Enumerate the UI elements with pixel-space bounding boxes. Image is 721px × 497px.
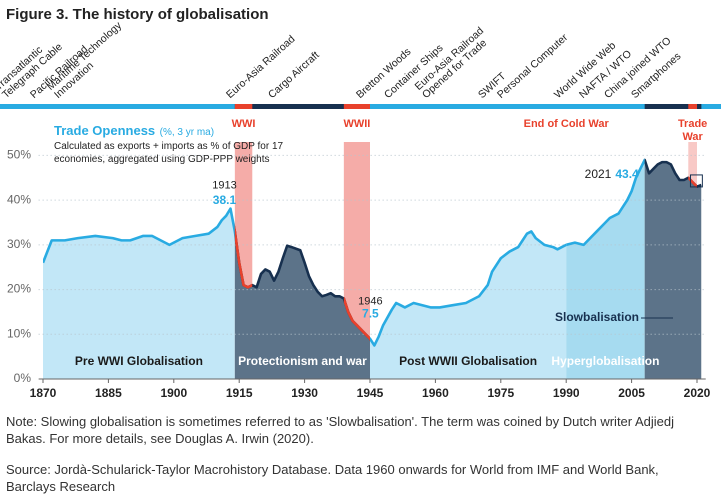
point-value: 7.5	[362, 307, 379, 321]
legend: Trade Openness (%, 3 yr ma)	[54, 122, 214, 140]
x-tick-label: 1870	[30, 386, 57, 400]
x-tick-label: 1915	[226, 386, 253, 400]
x-tick-label: 1990	[553, 386, 580, 400]
highlight-box	[689, 174, 703, 188]
x-tick-label: 2020	[684, 386, 711, 400]
war-label: Trade War	[677, 118, 708, 143]
event-label: End of Cold War	[523, 118, 609, 130]
era-label: Pre WWI Globalisation	[75, 354, 203, 368]
timeline-era	[234, 104, 370, 109]
y-tick-label: 50%	[7, 148, 31, 162]
chart-title: Figure 3. The history of globalisation	[6, 6, 269, 23]
era-area	[43, 208, 235, 379]
y-tick-label: 20%	[7, 282, 31, 296]
x-tick-label: 1960	[422, 386, 449, 400]
timeline-era	[644, 104, 702, 109]
era-label: Protectionism and war	[238, 354, 367, 368]
point-year: 1946	[358, 295, 382, 307]
y-tick-label: 30%	[7, 237, 31, 251]
era-label: Hyperglobalisation	[551, 354, 659, 368]
x-tick-label: 2005	[618, 386, 645, 400]
timeline-war	[343, 104, 370, 109]
x-tick-label: 1975	[487, 386, 514, 400]
series-line	[370, 230, 567, 347]
series-line	[43, 207, 235, 264]
x-tick-label: 1930	[291, 386, 318, 400]
x-tick-label: 1885	[95, 386, 122, 400]
point-year: 2021	[585, 167, 612, 181]
era-area	[234, 231, 370, 379]
timeline-war	[234, 104, 253, 109]
war-label: WWII	[343, 118, 371, 130]
era-area	[370, 231, 567, 379]
x-tick-label: 1945	[357, 386, 384, 400]
era-label: Post WWII Globalisation	[399, 354, 537, 368]
era-area	[644, 159, 702, 379]
series-unit: (%, 3 yr ma)	[159, 127, 215, 138]
series-description: Calculated as exports + imports as % of …	[54, 141, 284, 165]
x-tick-label: 1900	[160, 386, 187, 400]
era-label: Slowbalisation	[555, 310, 639, 324]
point-year: 1913	[212, 180, 236, 192]
y-tick-label: 0%	[14, 371, 32, 385]
timeline-war	[688, 104, 697, 109]
era-area	[566, 159, 645, 379]
war-label: WWI	[231, 118, 256, 130]
note: Note: Slowing globalisation is sometimes…	[6, 414, 675, 446]
y-tick-label: 10%	[7, 326, 31, 340]
source: Source: Jordà-Schularick-Taylor Macrohis…	[6, 462, 659, 494]
y-tick-label: 40%	[7, 192, 31, 206]
point-value: 43.4	[615, 167, 639, 181]
series-line	[566, 158, 645, 247]
series-name: Trade Openness	[54, 123, 156, 138]
point-value: 38.1	[213, 193, 237, 207]
